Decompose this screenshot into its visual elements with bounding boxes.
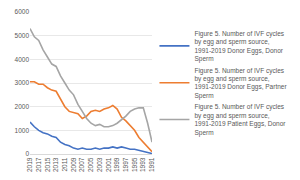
svg-text:Figure 5. Number of IVF cycles: Figure 5. Number of IVF cyclesby egg and… [194,30,284,63]
svg-text:2015: 2015 [44,157,51,172]
svg-text:2019: 2019 [26,157,33,172]
svg-text:Figure 5. Number of IVF cycles: Figure 5. Number of IVF cyclesby egg and… [194,67,287,100]
svg-text:5000: 5000 [15,32,30,39]
svg-text:4000: 4000 [15,56,30,63]
svg-text:0: 0 [25,150,29,157]
svg-text:2001: 2001 [105,157,112,172]
svg-text:Figure 5. Number of IVF cycles: Figure 5. Number of IVF cyclesby egg and… [194,103,286,136]
svg-text:1999: 1999 [113,157,120,172]
svg-text:1991: 1991 [148,157,155,172]
svg-text:1000: 1000 [15,127,30,134]
svg-text:2000: 2000 [15,103,30,110]
svg-text:2007: 2007 [78,157,85,172]
svg-text:2017: 2017 [35,157,42,172]
svg-text:2013: 2013 [52,157,59,172]
svg-text:6000: 6000 [15,8,30,15]
svg-text:2003: 2003 [96,157,103,172]
svg-text:1993: 1993 [139,157,146,172]
svg-text:1997: 1997 [122,157,129,172]
svg-text:1995: 1995 [131,157,138,172]
svg-text:2005: 2005 [87,157,94,172]
svg-text:2009: 2009 [70,157,77,172]
svg-text:3000: 3000 [15,79,30,86]
svg-text:2011: 2011 [61,157,68,171]
